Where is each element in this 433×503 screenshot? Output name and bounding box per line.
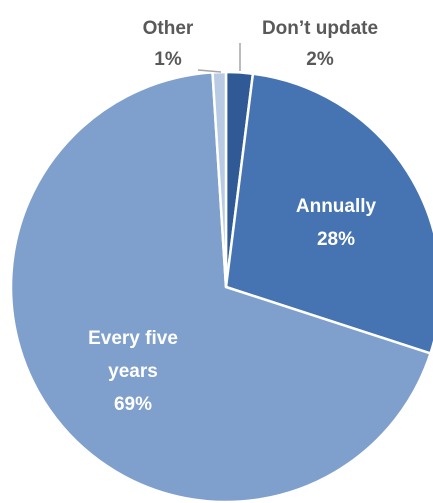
slice-category-label: Annually <box>296 196 377 217</box>
slice-category-label: Don’t update <box>262 18 378 39</box>
pie-labels: Don’t update 2% Annually 28% Every five years… <box>88 18 378 415</box>
leader-line-other <box>197 69 222 73</box>
slice-category-label: Other <box>143 18 194 39</box>
slice-value-label: 2% <box>306 49 334 70</box>
slice-value-label: 28% <box>317 229 355 250</box>
slice-category-label: Every five <box>88 328 178 349</box>
slice-value-label: 1% <box>154 49 182 70</box>
pie-slice-annually <box>224 72 433 355</box>
slice-value-label: 69% <box>114 394 152 415</box>
pie-slice-every-five-years <box>9 71 432 503</box>
pie-slices <box>9 70 433 503</box>
slice-category-label: years <box>108 361 158 382</box>
